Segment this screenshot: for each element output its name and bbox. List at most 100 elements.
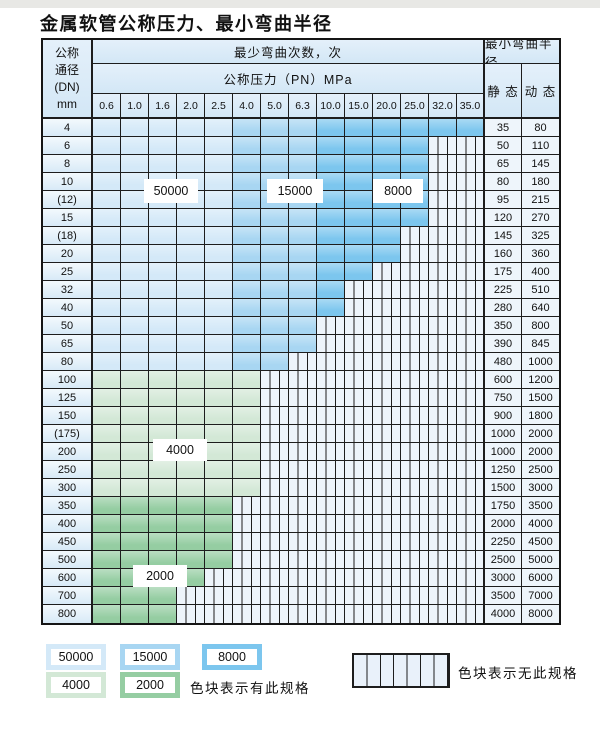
static-radius-cell: 95: [485, 191, 522, 209]
spec-cell-none: [429, 407, 457, 425]
spec-cell-none: [317, 353, 345, 371]
spec-cell-none: [429, 353, 457, 371]
spec-cell-50000: [121, 209, 149, 227]
spec-cell-8000: [401, 155, 429, 173]
legend-has-spec-label: 色块表示有此规格: [190, 681, 310, 696]
spec-cell-none: [373, 569, 401, 587]
spec-cell-4000: [205, 371, 233, 389]
spec-cell-none: [373, 317, 401, 335]
spec-cell-8000: [317, 281, 345, 299]
spec-cell-15000: [233, 263, 261, 281]
spec-cell-50000: [205, 155, 233, 173]
spec-cell-none: [457, 245, 485, 263]
spec-cell-8000: [317, 227, 345, 245]
spec-cell-15000: [289, 299, 317, 317]
spec-cell-none: [457, 137, 485, 155]
spec-cell-none: [401, 515, 429, 533]
spec-cell-15000: [289, 155, 317, 173]
static-radius-cell: 175: [485, 263, 522, 281]
spec-cell-none: [233, 551, 261, 569]
spec-cell-4000: [121, 407, 149, 425]
spec-cell-none: [345, 569, 373, 587]
spec-cell-none: [457, 353, 485, 371]
spec-cell-2000: [121, 533, 149, 551]
spec-cell-none: [345, 353, 373, 371]
spec-cell-15000: [261, 299, 289, 317]
spec-cell-8000: [317, 119, 345, 137]
spec-cell-none: [429, 155, 457, 173]
static-radius-cell: 65: [485, 155, 522, 173]
spec-cell-none: [373, 533, 401, 551]
pressure-value-header: 2.0: [177, 94, 205, 119]
spec-cell-8000: [317, 245, 345, 263]
spec-cell-2000: [149, 533, 177, 551]
dn-cell: 50: [43, 317, 93, 335]
dn-cell: 40: [43, 299, 93, 317]
spec-cell-none: [345, 533, 373, 551]
dynamic-radius-cell: 7000: [522, 587, 559, 605]
spec-cell-2000: [149, 551, 177, 569]
dynamic-radius-cell: 1000: [522, 353, 559, 371]
spec-cell-50000: [93, 227, 121, 245]
spec-cell-15000: [233, 119, 261, 137]
spec-cell-none: [401, 443, 429, 461]
spec-cell-4000: [93, 425, 121, 443]
static-radius-cell: 4000: [485, 605, 522, 623]
spec-cell-none: [457, 371, 485, 389]
spec-cell-4000: [149, 389, 177, 407]
spec-cell-none: [401, 605, 429, 623]
spec-cell-none: [401, 299, 429, 317]
pressure-value-header: 1.6: [149, 94, 177, 119]
spec-cell-4000: [93, 443, 121, 461]
spec-cell-none: [429, 317, 457, 335]
spec-cell-none: [373, 461, 401, 479]
spec-cell-4000: [177, 479, 205, 497]
spec-cell-none: [401, 371, 429, 389]
spec-cell-none: [429, 335, 457, 353]
spec-cell-none: [457, 155, 485, 173]
spec-cell-8000: [373, 245, 401, 263]
dn-cell: (12): [43, 191, 93, 209]
spec-cell-15000: [289, 119, 317, 137]
spec-cell-2000: [177, 551, 205, 569]
spec-cell-15000: [261, 155, 289, 173]
dynamic-radius-cell: 640: [522, 299, 559, 317]
spec-cell-4000: [233, 425, 261, 443]
dynamic-radius-cell: 360: [522, 245, 559, 263]
spec-cell-8000: [373, 209, 401, 227]
min-bend-radius-header: 最小弯曲半径: [485, 40, 559, 64]
dn-cell: 20: [43, 245, 93, 263]
spec-cell-none: [205, 605, 233, 623]
spec-cell-2000: [93, 569, 121, 587]
spec-cell-50000: [149, 335, 177, 353]
dynamic-radius-cell: 400: [522, 263, 559, 281]
dynamic-radius-cell: 1500: [522, 389, 559, 407]
spec-cell-none: [345, 389, 373, 407]
spec-cell-4000: [93, 371, 121, 389]
static-radius-cell: 1750: [485, 497, 522, 515]
dn-cell: 15: [43, 209, 93, 227]
spec-cell-15000: [233, 299, 261, 317]
spec-cell-50000: [121, 353, 149, 371]
spec-cell-none: [289, 389, 317, 407]
spec-cell-none: [289, 515, 317, 533]
spec-cell-15000: [233, 209, 261, 227]
dn-cell: 25: [43, 263, 93, 281]
spec-cell-8000: [401, 119, 429, 137]
static-radius-cell: 1000: [485, 425, 522, 443]
spec-cell-4000: [93, 479, 121, 497]
spec-cell-none: [317, 479, 345, 497]
static-radius-cell: 3500: [485, 587, 522, 605]
dn-cell: 65: [43, 335, 93, 353]
spec-cell-2000: [149, 605, 177, 623]
spec-cell-none: [261, 479, 289, 497]
spec-cell-none: [345, 281, 373, 299]
spec-cell-none: [373, 425, 401, 443]
spec-cell-4000: [149, 479, 177, 497]
spec-cell-none: [317, 389, 345, 407]
spec-cell-8000: [345, 227, 373, 245]
spec-cell-none: [317, 533, 345, 551]
spec-cell-4000: [93, 407, 121, 425]
spec-cell-none: [429, 191, 457, 209]
spec-cell-8000: [345, 245, 373, 263]
